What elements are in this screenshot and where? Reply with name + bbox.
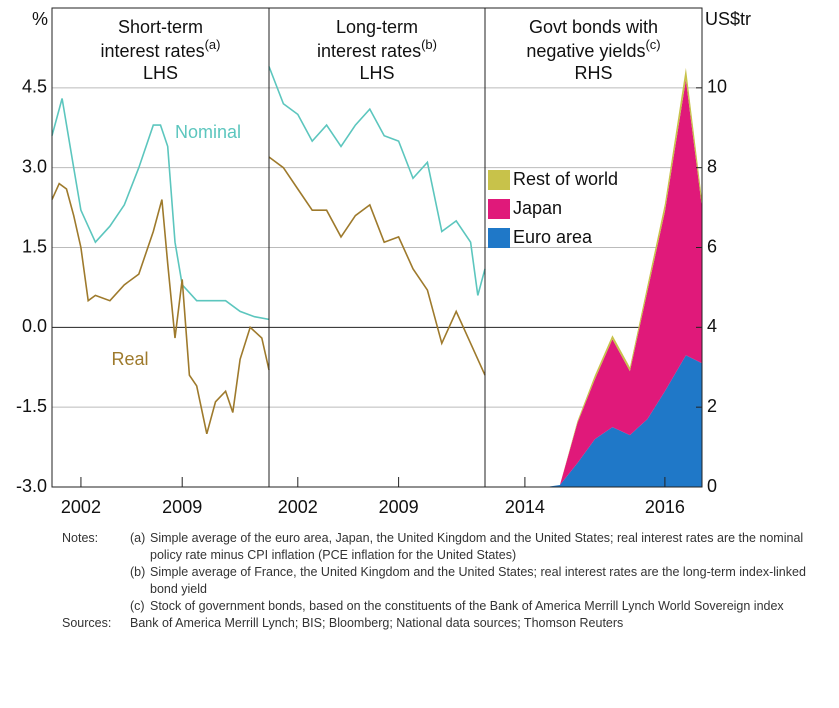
- line: [268, 66, 486, 296]
- note-items: (a) Simple average of the euro area, Japa…: [130, 530, 837, 615]
- panel-title-line: interest rates: [317, 41, 421, 61]
- y2-tick-label: 2: [707, 396, 717, 416]
- panel-title-line: Long-term: [336, 17, 418, 37]
- panel-title: Govt bonds with: [529, 17, 658, 37]
- note: (b) Simple average of France, the United …: [130, 564, 837, 598]
- x-tick-label: 2002: [278, 497, 318, 517]
- area: [489, 79, 702, 488]
- panel-title: interest rates(b): [317, 37, 437, 60]
- note-text: Simple average of the euro area, Japan, …: [150, 531, 804, 562]
- legend-label: Japan: [513, 198, 562, 218]
- series-annotation: Real: [111, 349, 148, 369]
- note-ref: (b): [421, 37, 437, 52]
- area: [489, 355, 702, 487]
- panel-title: Long-term: [336, 17, 418, 37]
- sources-block: Sources: Bank of America Merrill Lynch; …: [62, 615, 837, 632]
- series-annotation: Nominal: [175, 122, 241, 142]
- axis-side: RHS: [574, 63, 612, 83]
- note-ref-label: (c): [130, 599, 145, 613]
- panel-title-line: negative yields: [526, 41, 645, 61]
- x-tick-label: 2009: [379, 497, 419, 517]
- note-ref: (c): [645, 37, 660, 52]
- line: [268, 156, 486, 376]
- y2-tick-label: 0: [707, 476, 717, 496]
- legend-background: [486, 166, 636, 252]
- y-tick-label: 0.0: [22, 316, 47, 336]
- legend-label: Euro area: [513, 227, 593, 247]
- note-ref-label: (a): [130, 531, 146, 545]
- x-tick-label: 2002: [61, 497, 101, 517]
- legend-swatch: [488, 199, 510, 219]
- y2-tick-label: 10: [707, 77, 727, 97]
- y-tick-label: 4.5: [22, 77, 47, 97]
- y-tick-label: 1.5: [22, 236, 47, 256]
- y2-tick-label: 6: [707, 236, 717, 256]
- x-tick-label: 2014: [505, 497, 545, 517]
- panel-title: negative yields(c): [526, 37, 660, 60]
- sources-label: Sources:: [62, 616, 112, 630]
- line: [51, 98, 270, 321]
- y-tick-label: -1.5: [16, 396, 47, 416]
- area: [489, 67, 702, 488]
- y-axis-label: %: [32, 9, 48, 29]
- line: [51, 182, 270, 435]
- notes: Notes: (a) Simple average of the euro are…: [62, 530, 837, 632]
- legend-swatch: [488, 228, 510, 248]
- notes-block: Notes: (a) Simple average of the euro are…: [62, 530, 837, 615]
- frame: [51, 7, 703, 488]
- legend-swatch: [488, 170, 510, 190]
- note-text: Stock of government bonds, based on the …: [150, 599, 784, 613]
- y2-tick-label: 4: [707, 316, 717, 336]
- x-tick-label: 2016: [645, 497, 685, 517]
- panel-title-line: interest rates: [101, 41, 205, 61]
- x-tick-label: 2009: [162, 497, 202, 517]
- y2-tick-label: 8: [707, 156, 717, 176]
- note: (a) Simple average of the euro area, Japa…: [130, 530, 837, 564]
- axis-side: LHS: [143, 63, 178, 83]
- notes-label: Notes:: [62, 531, 99, 545]
- panel-title-line: Govt bonds with: [529, 17, 658, 37]
- panel-title-line: Short-term: [118, 17, 203, 37]
- legend-label: Rest of world: [513, 169, 618, 189]
- plot: [51, 66, 702, 488]
- note: (c) Stock of government bonds, based on t…: [130, 598, 837, 615]
- y-tick-label: 3.0: [22, 156, 47, 176]
- note-ref: (a): [205, 37, 221, 52]
- sources-text: Bank of America Merrill Lynch; BIS; Bloo…: [130, 616, 624, 630]
- chart: % US$tr -3.0-1.50.01.53.04.5Short-termin…: [16, 7, 751, 517]
- note-text: Simple average of France, the United Kin…: [150, 565, 806, 596]
- panel-title: Short-term: [118, 17, 203, 37]
- axis-side: LHS: [359, 63, 394, 83]
- note-ref-label: (b): [130, 565, 146, 579]
- panel-title: interest rates(a): [101, 37, 221, 60]
- y-tick-label: -3.0: [16, 476, 47, 496]
- y2-axis-label: US$tr: [705, 9, 751, 29]
